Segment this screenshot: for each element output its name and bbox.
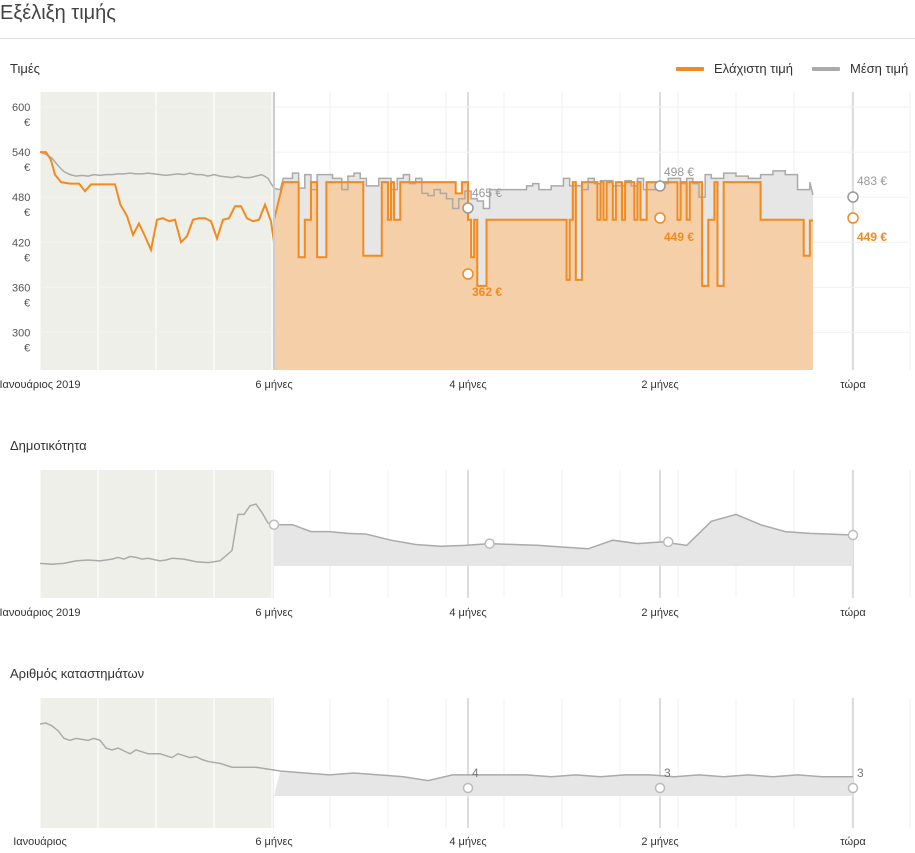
y-tick-label: 360 xyxy=(12,282,30,294)
chart-title-popularity: Δημοτικότητα xyxy=(10,438,87,453)
x-tick-label: 6 μήνες xyxy=(255,836,292,848)
min-price-line xyxy=(40,151,813,287)
y-tick-label: 540 xyxy=(12,147,30,159)
page-title: Εξέλιξη τιμής xyxy=(0,2,116,24)
stores-line xyxy=(39,722,853,782)
data-point-marker xyxy=(654,212,666,224)
x-tick-label: τώρα xyxy=(840,379,866,391)
data-point-marker xyxy=(484,538,495,549)
x-tick-label: τώρα xyxy=(840,607,866,619)
history-shaded-region xyxy=(40,92,274,370)
data-point-marker xyxy=(462,268,474,280)
title-divider xyxy=(0,38,915,39)
x-tick-label: 4 μήνες xyxy=(449,836,486,848)
data-label: 449 € xyxy=(664,230,694,244)
legend-swatch-avg-price xyxy=(812,66,840,71)
data-label: 4 xyxy=(472,766,479,780)
data-label: 362 € xyxy=(472,285,502,299)
data-label: 3 xyxy=(857,766,864,780)
y-tick-unit: € xyxy=(24,297,30,309)
legend-item-min-price[interactable]: Ελάχιστη τιμή xyxy=(676,61,793,76)
data-point-marker xyxy=(662,536,674,548)
popularity-area xyxy=(274,514,853,566)
data-point-marker xyxy=(847,191,859,203)
data-point-marker xyxy=(847,782,859,794)
data-point-marker xyxy=(462,782,474,794)
y-tick-unit: € xyxy=(24,207,30,219)
y-tick-label: 600 xyxy=(12,102,30,114)
chart-frame-0: Ιανουάριος 2019 6 μήνες 4 μήνες 2 μήνες τώρα… xyxy=(0,92,911,391)
x-tick-label: Ιανουάριος 2019 xyxy=(0,379,81,391)
data-label: 483 € xyxy=(857,174,887,188)
x-tick-label: 2 μήνες xyxy=(641,607,678,619)
data-point-marker xyxy=(462,202,474,214)
data-point-marker xyxy=(847,212,859,224)
x-tick-label: 2 μήνες xyxy=(641,379,678,391)
data-label: 449 € xyxy=(857,230,887,244)
history-shaded-region xyxy=(40,470,274,598)
min-price-area xyxy=(274,182,813,370)
x-tick-label: 4 μήνες xyxy=(449,379,486,391)
chart-title-prices: Τιμές xyxy=(10,61,40,76)
history-shaded-region xyxy=(40,698,274,828)
chart-frame-1: Ιανουάριος 2019 6 μήνες 4 μήνες 2 μήνες τώρα xyxy=(0,470,911,619)
data-label: 498 € xyxy=(664,165,694,179)
x-tick-label: Ιανουάριος 2019 xyxy=(0,607,81,619)
chart-title-stores: Αριθμός καταστημάτων xyxy=(10,666,145,681)
legend-label-min-price: Ελάχιστη τιμή xyxy=(714,61,793,76)
popularity-line xyxy=(39,503,854,566)
y-tick-label: 300 xyxy=(12,327,30,339)
y-tick-unit: € xyxy=(24,342,30,354)
y-tick-unit: € xyxy=(24,117,30,129)
data-point-marker xyxy=(268,519,280,530)
y-tick-unit: € xyxy=(24,252,30,264)
chart-frame-2: Ιανουάριος 6 μήνες 4 μήνες 2 μήνες τώρα 4 3 3 xyxy=(13,698,911,848)
x-tick-label: 2 μήνες xyxy=(641,836,678,848)
data-label: 465 € xyxy=(472,186,502,200)
x-tick-label: τώρα xyxy=(840,836,866,848)
y-tick-label: 480 xyxy=(12,192,30,204)
data-label: 3 xyxy=(664,766,671,780)
y-tick-unit: € xyxy=(24,162,30,174)
legend-label-avg-price: Μέση τιμή xyxy=(850,61,909,76)
x-tick-label: 6 μήνες xyxy=(255,379,292,391)
x-tick-label: 6 μήνες xyxy=(255,607,292,619)
data-point-marker xyxy=(654,782,666,794)
x-tick-label: 4 μήνες xyxy=(449,607,486,619)
data-point-marker xyxy=(654,180,666,192)
stores-area xyxy=(274,771,853,796)
legend-swatch-min-price xyxy=(676,66,704,71)
y-tick-label: 420 xyxy=(12,237,30,249)
x-tick-label: Ιανουάριος xyxy=(13,836,67,848)
data-point-marker xyxy=(847,529,859,541)
legend-item-avg-price[interactable]: Μέση τιμή xyxy=(812,61,908,76)
